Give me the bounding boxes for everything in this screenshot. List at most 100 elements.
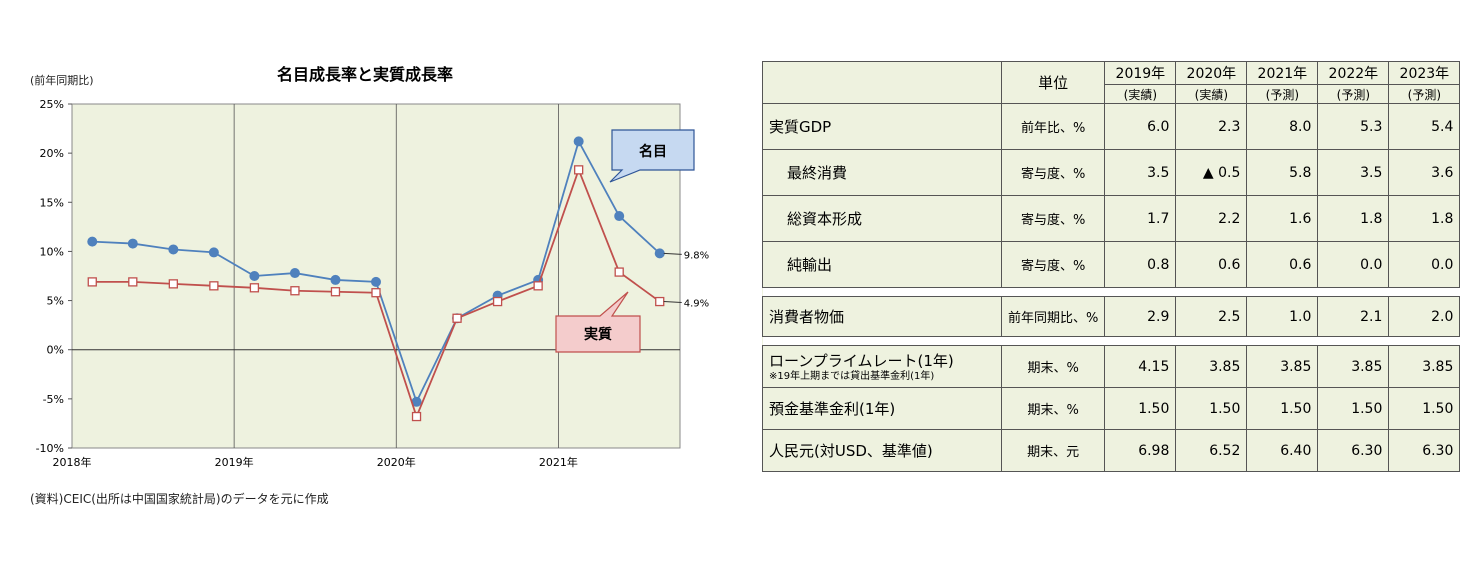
row-value-cell: 3.5	[1317, 149, 1390, 196]
row-value-cell: 1.0	[1246, 296, 1319, 337]
row-value-cell: 3.85	[1388, 345, 1461, 388]
row-value-cell: 2.3	[1175, 103, 1248, 150]
row-label-cell: 消費者物価	[762, 296, 1002, 337]
row-value-cell: 3.85	[1175, 345, 1248, 388]
chart-title: 名目成長率と実質成長率	[277, 65, 453, 84]
y-tick-label: 25%	[40, 98, 64, 111]
row-label: 人民元(対USD、基準値)	[769, 442, 933, 460]
data-point-nominal	[208, 247, 219, 258]
row-unit-cell: 寄与度、%	[1000, 149, 1106, 196]
real-callout-box	[555, 291, 641, 353]
row-value-cell: 6.30	[1388, 429, 1461, 472]
data-point-real	[614, 267, 624, 277]
row-value-cell: 1.50	[1388, 387, 1461, 430]
row-label: 総資本形成	[787, 210, 863, 228]
data-point-nominal	[127, 238, 138, 249]
row-unit-cell: 期末、%	[1000, 387, 1106, 430]
y-tick-label: 10%	[40, 245, 64, 258]
row-label: 消費者物価	[769, 308, 845, 326]
row-value-cell: 2.2	[1175, 195, 1248, 242]
source-note: (資料)CEIC(出所は中国国家統計局)のデータを元に作成	[30, 492, 329, 506]
data-point-real	[209, 281, 219, 291]
forecast-table: 単位 2019年 2020年 2021年 2022年 2023年 (実績) (実績) (予測)(…	[762, 61, 1461, 472]
x-tick-label: 2021年	[539, 455, 578, 469]
row-label-cell: 総資本形成	[762, 195, 1002, 242]
group-spacer-cell	[762, 287, 1460, 297]
row-value-cell: 0.8	[1104, 241, 1177, 288]
table-row: 人民元(対USD、基準値) 期末、元 6.98 6.52 6.40 6.30 6.30	[762, 429, 1461, 472]
row-label-cell: 純輸出	[762, 241, 1002, 288]
row-unit-cell: 寄与度、%	[1000, 195, 1106, 242]
row-value-cell: 0.6	[1175, 241, 1248, 288]
row-value-cell: 1.50	[1246, 387, 1319, 430]
row-value-cell: 6.98	[1104, 429, 1177, 472]
growth-rate-chart: 名目成長率と実質成長率 25% 20% 15% 10% 5% 0% -5% -10% 2018…	[36, 65, 710, 469]
group-spacer	[762, 287, 1460, 297]
real-callout-label: 実質	[584, 326, 612, 343]
data-point-nominal	[614, 211, 625, 222]
data-point-real	[249, 283, 260, 293]
y-axis-label: (前年同期比)	[30, 74, 94, 87]
header-year-cell: 2020年	[1175, 61, 1248, 85]
row-label: 預金基準金利(1年)	[769, 400, 896, 418]
data-point-real	[290, 286, 300, 296]
table-row: ローンプライムレート(1年) ※19年上期までは貸出基準金利(1年) 期末、% 4.1…	[762, 345, 1461, 388]
row-value-cell: 3.6	[1388, 149, 1461, 196]
row-value-cell: 1.6	[1246, 195, 1319, 242]
row-value-cell: 1.8	[1388, 195, 1461, 242]
header-note-cell: (実績)	[1104, 84, 1177, 104]
nominal-callout-box	[609, 129, 695, 183]
header-year-cell: 2023年	[1388, 61, 1461, 85]
row-value-cell: 8.0	[1246, 103, 1319, 150]
plot-area	[71, 103, 681, 449]
row-value-cell: 0.6	[1246, 241, 1319, 288]
y-tick-label: 5%	[47, 295, 64, 308]
end-label-leader	[663, 301, 682, 304]
row-value-cell: 3.5	[1104, 149, 1177, 196]
data-point-nominal	[654, 248, 665, 259]
header-note-cell: (実績)	[1175, 84, 1248, 104]
header-year-cell: 2021年	[1246, 61, 1319, 85]
data-point-real	[411, 411, 422, 422]
row-value-cell: 1.7	[1104, 195, 1177, 242]
end-value-label: 9.8%	[684, 250, 709, 261]
table-row: 実質GDP 前年比、% 6.0 2.3 8.0 5.3 5.4	[762, 103, 1461, 150]
row-label: 純輸出	[787, 256, 833, 274]
table-row: 総資本形成 寄与度、% 1.7 2.2 1.6 1.8 1.8	[762, 195, 1461, 242]
row-label-cell: ローンプライムレート(1年) ※19年上期までは貸出基準金利(1年)	[762, 345, 1002, 388]
data-point-real	[655, 296, 665, 307]
end-label-leader	[663, 252, 682, 255]
row-label-note: ※19年上期までは貸出基準金利(1年)	[769, 371, 935, 382]
row-label: ローンプライムレート(1年)	[769, 352, 954, 370]
x-tick-label: 2019年	[215, 455, 254, 469]
data-point-real	[533, 281, 543, 291]
row-value-cell: 6.52	[1175, 429, 1248, 472]
group-spacer	[762, 336, 1460, 346]
y-tick-label: -10%	[36, 442, 64, 455]
row-value-cell: 5.8	[1246, 149, 1319, 196]
header-blank-cell	[762, 61, 1002, 104]
row-value-cell: 6.40	[1246, 429, 1319, 472]
row-value-cell: 2.1	[1317, 296, 1390, 337]
row-value-cell: 1.50	[1175, 387, 1248, 430]
data-point-real	[492, 296, 503, 307]
header-unit-cell: 単位	[1000, 61, 1106, 104]
row-unit-cell: 期末、元	[1000, 429, 1106, 472]
data-point-nominal	[330, 274, 341, 285]
data-point-nominal	[573, 136, 584, 147]
y-tick-label: -5%	[43, 393, 64, 406]
header-note-cell: (予測)	[1246, 84, 1319, 104]
data-point-real	[87, 277, 97, 287]
header-year-cell: 2022年	[1317, 61, 1390, 85]
row-label-cell: 最終消費	[762, 149, 1002, 196]
row-value-cell: 2.5	[1175, 296, 1248, 337]
data-point-nominal	[289, 268, 300, 279]
row-value-cell: 0.0	[1388, 241, 1461, 288]
row-label-cell: 実質GDP	[762, 103, 1002, 150]
row-unit-cell: 前年同期比、%	[1000, 296, 1106, 337]
row-value-cell: 3.85	[1317, 345, 1390, 388]
row-label-cell: 預金基準金利(1年)	[762, 387, 1002, 430]
row-value-cell: 5.3	[1317, 103, 1390, 150]
table-row: 最終消費 寄与度、% 3.5 ▲ 0.5 5.8 3.5 3.6	[762, 149, 1461, 196]
row-unit-cell: 寄与度、%	[1000, 241, 1106, 288]
